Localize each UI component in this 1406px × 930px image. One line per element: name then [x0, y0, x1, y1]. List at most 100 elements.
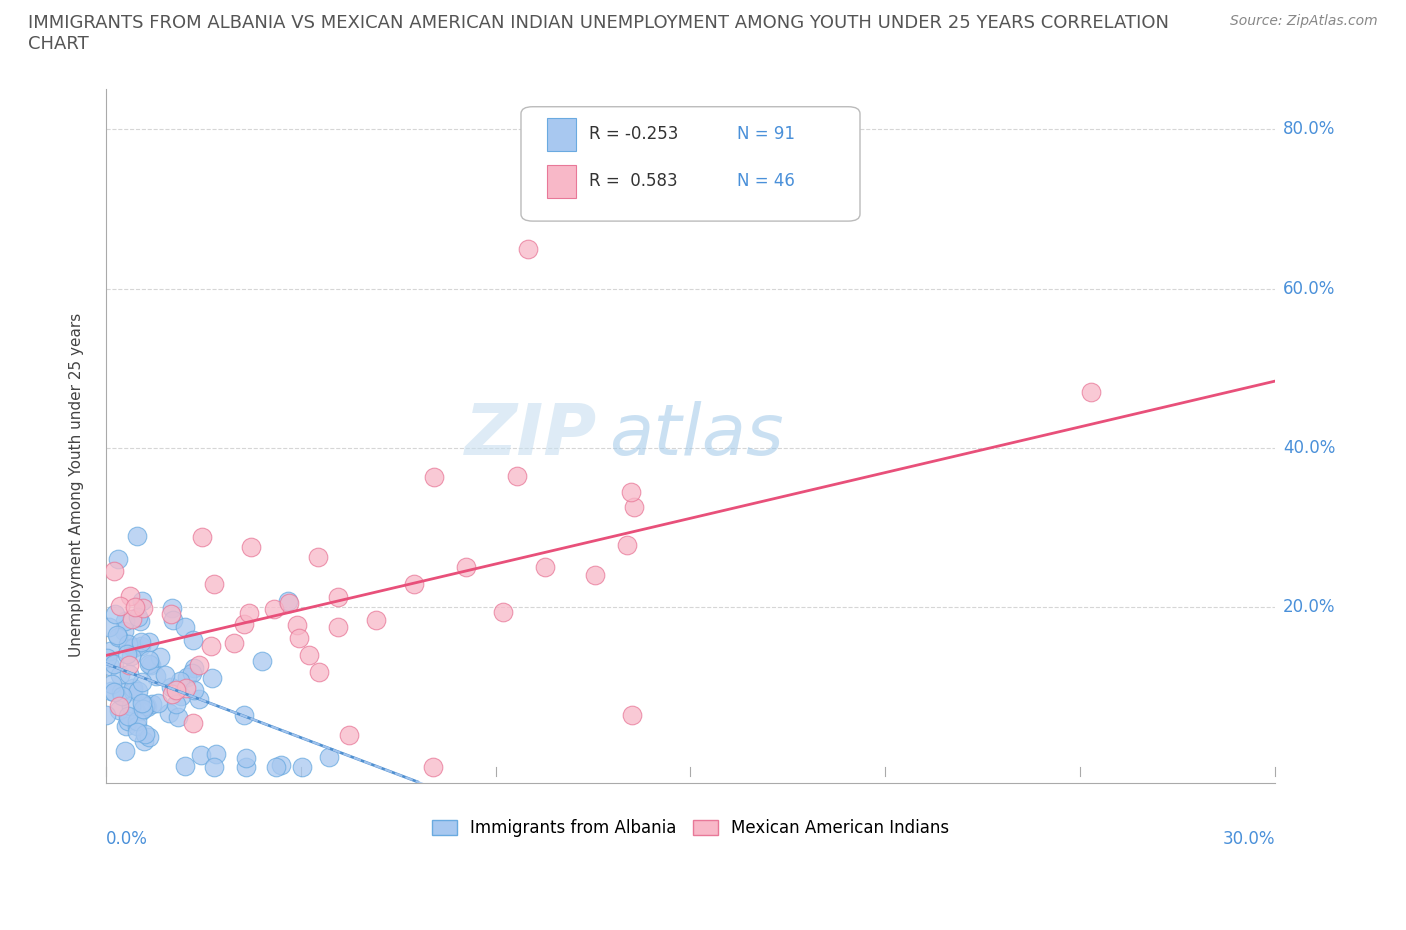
- Text: Source: ZipAtlas.com: Source: ZipAtlas.com: [1230, 14, 1378, 28]
- Point: [404, 577, 426, 591]
- Text: 80.0%: 80.0%: [1282, 120, 1336, 139]
- Point: [103, 684, 125, 699]
- Point: [128, 614, 150, 629]
- Point: [138, 653, 160, 668]
- Point: [190, 748, 212, 763]
- Point: [129, 703, 152, 718]
- Point: [291, 759, 314, 774]
- Point: [129, 638, 152, 653]
- Point: [135, 698, 157, 712]
- Point: [114, 743, 136, 758]
- Point: [114, 614, 136, 629]
- Point: [205, 747, 228, 762]
- Point: [103, 564, 125, 578]
- Point: [132, 697, 155, 711]
- Point: [120, 698, 142, 713]
- Point: [167, 710, 190, 724]
- Point: [181, 715, 204, 730]
- Point: [131, 675, 153, 690]
- Point: [270, 757, 292, 772]
- Point: [132, 601, 155, 616]
- Point: [121, 641, 143, 656]
- Point: [138, 634, 160, 649]
- Point: [277, 596, 299, 611]
- Point: [129, 634, 152, 649]
- Point: [159, 680, 181, 695]
- Point: [111, 689, 134, 704]
- Point: [132, 733, 155, 748]
- Text: ZIP: ZIP: [465, 402, 598, 471]
- Point: [308, 665, 330, 680]
- Text: 30.0%: 30.0%: [1222, 830, 1275, 848]
- Point: [134, 698, 156, 713]
- Point: [118, 666, 141, 681]
- Point: [112, 624, 135, 639]
- Point: [170, 689, 193, 704]
- Point: [98, 619, 121, 634]
- Point: [298, 647, 321, 662]
- Point: [149, 649, 172, 664]
- Point: [202, 577, 225, 591]
- Point: [148, 696, 170, 711]
- Point: [337, 727, 360, 742]
- Point: [131, 594, 153, 609]
- Text: N = 46: N = 46: [737, 172, 796, 190]
- Point: [328, 619, 350, 634]
- Point: [492, 604, 515, 619]
- Point: [162, 601, 184, 616]
- Point: [120, 648, 142, 663]
- Point: [115, 647, 138, 662]
- Point: [98, 659, 121, 674]
- Text: Unemployment Among Youth under 25 years: Unemployment Among Youth under 25 years: [69, 312, 84, 657]
- Point: [127, 684, 149, 698]
- Text: 20.0%: 20.0%: [1282, 598, 1336, 617]
- Point: [122, 681, 145, 696]
- Point: [288, 631, 311, 645]
- Point: [107, 699, 129, 714]
- Point: [200, 639, 222, 654]
- Point: [103, 657, 125, 671]
- Point: [117, 713, 139, 728]
- Point: [307, 550, 329, 565]
- Point: [159, 606, 181, 621]
- Point: [107, 630, 129, 644]
- Point: [176, 670, 198, 684]
- Point: [124, 600, 146, 615]
- Point: [169, 673, 191, 688]
- Point: [141, 697, 163, 711]
- Point: [423, 470, 446, 485]
- Point: [183, 683, 205, 698]
- Point: [364, 612, 387, 627]
- Text: 40.0%: 40.0%: [1282, 439, 1336, 457]
- Point: [174, 680, 197, 695]
- Point: [621, 708, 644, 723]
- Point: [264, 759, 287, 774]
- Point: [277, 593, 299, 608]
- Point: [318, 750, 340, 764]
- Point: [100, 684, 122, 698]
- Point: [153, 668, 176, 683]
- Point: [165, 683, 187, 698]
- FancyBboxPatch shape: [547, 118, 576, 151]
- Point: [98, 644, 121, 658]
- Point: [620, 485, 643, 499]
- Point: [191, 529, 214, 544]
- Point: [145, 669, 167, 684]
- Point: [108, 703, 131, 718]
- FancyBboxPatch shape: [547, 165, 576, 198]
- Text: N = 91: N = 91: [737, 125, 796, 143]
- Point: [454, 559, 477, 574]
- Text: 0.0%: 0.0%: [105, 830, 148, 848]
- Point: [121, 612, 143, 627]
- Point: [533, 560, 555, 575]
- Point: [141, 658, 163, 672]
- Point: [422, 759, 444, 774]
- Point: [240, 539, 263, 554]
- Point: [115, 718, 138, 733]
- Point: [134, 727, 156, 742]
- Point: [110, 684, 132, 699]
- Point: [108, 599, 131, 614]
- Point: [616, 538, 638, 552]
- Point: [238, 605, 260, 620]
- Point: [516, 241, 538, 256]
